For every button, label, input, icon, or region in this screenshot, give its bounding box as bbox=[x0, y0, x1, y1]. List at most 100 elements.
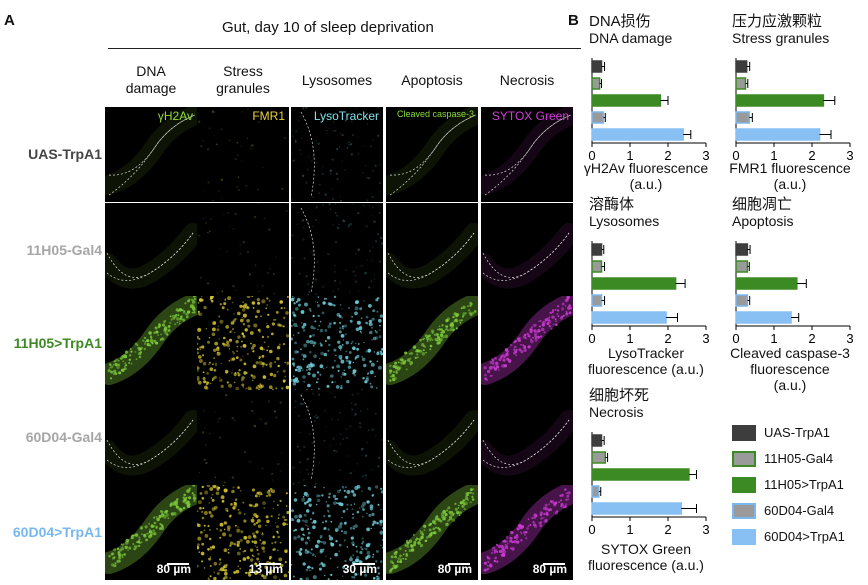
micrograph-image bbox=[386, 107, 478, 196]
bar bbox=[591, 60, 603, 73]
micrograph-tile bbox=[291, 390, 383, 485]
column-title-line2: damage bbox=[125, 80, 177, 96]
column-title: DNA damage bbox=[105, 63, 197, 97]
error-bar bbox=[601, 296, 606, 305]
micrograph-tile bbox=[197, 390, 289, 485]
heading-rule bbox=[108, 48, 581, 49]
micrograph-tile bbox=[105, 390, 197, 485]
micrograph-image bbox=[197, 485, 289, 580]
error-bar bbox=[747, 262, 750, 271]
scale-bar bbox=[448, 563, 470, 565]
scale-label: 80 µm bbox=[156, 562, 191, 576]
x-axis-label: Cleaved caspase-3 fluorescence (a.u.) bbox=[710, 345, 868, 393]
stain-label: LysoTracker bbox=[313, 109, 379, 123]
micrograph-image bbox=[481, 107, 573, 196]
bar bbox=[591, 434, 603, 447]
column-title-line1: Lysosomes bbox=[301, 72, 373, 88]
bar bbox=[591, 451, 607, 464]
column-title-line1: DNA bbox=[136, 63, 166, 79]
chart-title-zh: 压力应激颗粒 bbox=[732, 13, 823, 30]
micrograph-tile: LysoTracker bbox=[291, 107, 383, 202]
legend-label: 60D04>TrpA1 bbox=[764, 529, 845, 544]
micrograph-image bbox=[481, 296, 573, 385]
bar bbox=[735, 60, 748, 73]
micrograph-tile bbox=[481, 203, 573, 298]
chart-title: 细胞凋亡 Apoptosis bbox=[732, 197, 793, 230]
bar-chart-svg: 0 1 2 3 bbox=[588, 58, 710, 163]
legend-swatch bbox=[732, 477, 756, 493]
column-title-line1: Necrosis bbox=[499, 72, 555, 88]
scale-label: 13 µm bbox=[248, 562, 283, 576]
bar-chart-svg: 0 1 2 3 bbox=[588, 432, 710, 537]
micrograph-image bbox=[291, 296, 383, 391]
scale-bar bbox=[353, 563, 375, 565]
micrograph-image bbox=[481, 485, 573, 574]
micrograph-tile bbox=[197, 296, 289, 391]
bar bbox=[735, 294, 749, 307]
micrograph-image bbox=[198, 203, 288, 298]
column-title: Apoptosis bbox=[386, 72, 478, 89]
panel-b-letter: B bbox=[568, 12, 579, 29]
micrograph-image bbox=[105, 223, 197, 289]
x-axis-label-line: SYTOX Green bbox=[600, 541, 691, 557]
micrograph-tile: 13 µm bbox=[197, 485, 289, 580]
legend-swatch bbox=[732, 451, 756, 467]
x-tick-label: 3 bbox=[702, 148, 709, 163]
legend-swatch bbox=[732, 503, 756, 519]
x-axis-label-line: Cleaved caspase-3 bbox=[730, 345, 850, 361]
micrograph-image bbox=[105, 410, 197, 476]
micrograph-tile bbox=[291, 203, 383, 298]
scale-label: 80 µm bbox=[532, 562, 567, 576]
bar-chart-svg: 0 1 2 3 bbox=[732, 58, 854, 163]
x-axis-label: SYTOX Green fluorescence (a.u.) bbox=[566, 541, 726, 573]
row-label: 60D04>TrpA1 bbox=[12, 524, 102, 540]
bar bbox=[735, 94, 825, 107]
stain-label: FMR1 bbox=[252, 109, 285, 123]
micrograph-image bbox=[292, 392, 383, 485]
bar bbox=[591, 277, 677, 290]
x-axis-label: LysoTracker fluorescence (a.u.) bbox=[566, 345, 726, 377]
panel-a-letter: A bbox=[4, 12, 15, 29]
x-tick-label: 1 bbox=[626, 148, 633, 163]
error-bar bbox=[749, 113, 753, 122]
x-tick-label: 0 bbox=[732, 148, 739, 163]
stain-label: Cleaved caspase-3 bbox=[396, 109, 474, 119]
error-bar bbox=[601, 262, 606, 271]
micrograph-image bbox=[291, 107, 382, 202]
x-axis-label: γH2Av fluorescence (a.u.) bbox=[566, 160, 726, 192]
error-bar bbox=[683, 130, 692, 139]
bar bbox=[591, 128, 684, 141]
micrograph-image bbox=[481, 223, 573, 289]
chart-title-en: Necrosis bbox=[589, 404, 644, 420]
bar bbox=[591, 502, 683, 515]
micrograph-image bbox=[291, 485, 383, 580]
micrograph-tile bbox=[386, 296, 478, 391]
error-bar bbox=[745, 79, 749, 88]
x-axis-label-line: (a.u.) bbox=[773, 377, 807, 393]
micrograph-tile: FMR1 bbox=[197, 107, 289, 202]
micrograph-tile: 80 µm bbox=[481, 485, 573, 580]
x-tick-label: 3 bbox=[846, 331, 853, 346]
micrograph-tile bbox=[481, 296, 573, 391]
error-bar bbox=[599, 79, 602, 88]
bar-chart-svg: 0 1 2 3 bbox=[732, 241, 854, 346]
x-tick-label: 3 bbox=[702, 522, 709, 537]
legend-label: 60D04-Gal4 bbox=[764, 503, 835, 518]
x-axis-label-line: fluorescence bbox=[750, 361, 830, 377]
scale-bar bbox=[167, 563, 189, 565]
x-tick-label: 2 bbox=[664, 522, 671, 537]
x-axis-label-line: (a.u.) bbox=[629, 176, 663, 192]
x-axis-label-line: (a.u.) bbox=[773, 176, 807, 192]
chart-title: DNA损伤 DNA damage bbox=[589, 14, 672, 47]
micrograph-image bbox=[105, 296, 197, 385]
x-axis-label-line: γH2Av fluorescence bbox=[583, 160, 709, 176]
column-title: Necrosis bbox=[481, 72, 573, 89]
x-axis-label: FMR1 fluorescence (a.u.) bbox=[710, 160, 868, 192]
chart-title: 细胞坏死 Necrosis bbox=[589, 388, 649, 421]
chart-title-zh: 溶酶体 bbox=[589, 196, 635, 213]
legend-label: 11H05>TrpA1 bbox=[764, 477, 844, 492]
error-bar bbox=[747, 245, 751, 254]
x-tick-label: 2 bbox=[664, 148, 671, 163]
micrograph-tile bbox=[105, 203, 197, 298]
scale-label: 80 µm bbox=[437, 562, 472, 576]
